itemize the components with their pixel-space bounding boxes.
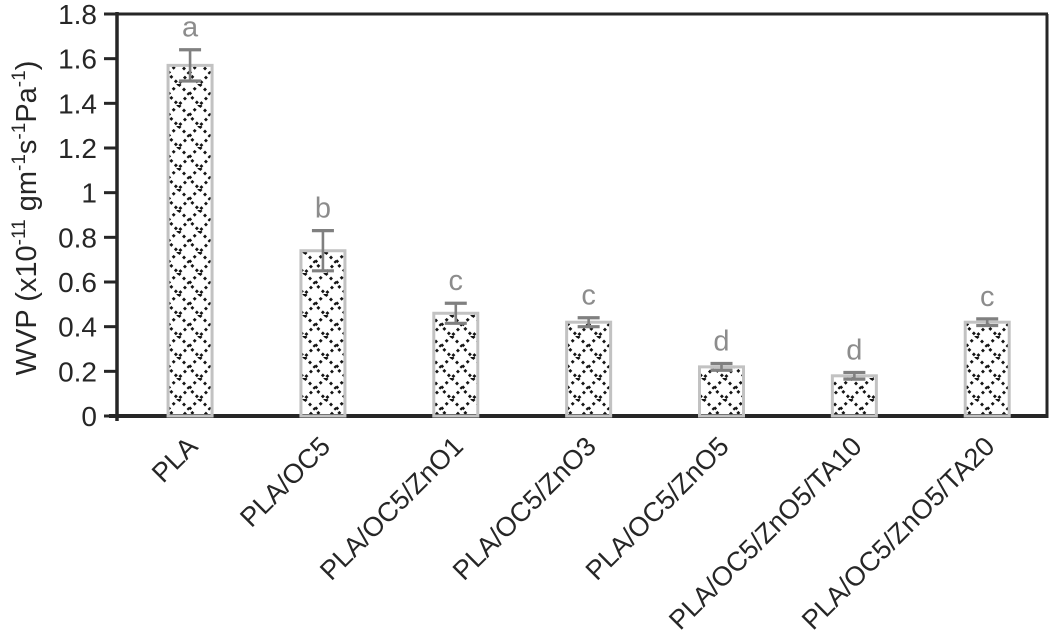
bar [432, 311, 480, 418]
significance-letter: d [713, 326, 729, 358]
x-category-label: PLA/OC5 [234, 431, 336, 533]
y-tick-label: 0.2 [58, 356, 97, 387]
x-category-label: PLA [146, 431, 203, 488]
x-category-label: PLA/OC5/ZnO1 [314, 431, 469, 586]
bar [698, 365, 745, 418]
bar [299, 249, 347, 418]
bar [166, 63, 214, 418]
bar [565, 320, 613, 418]
significance-letter: d [846, 334, 862, 366]
y-axis-title: WVP (x10-11 gm-1s-1Pa-1) [9, 61, 43, 376]
y-tick-label: 1.6 [58, 44, 97, 75]
significance-letter: b [315, 193, 331, 225]
significance-letter: c [449, 265, 464, 297]
y-tick-label: 1.4 [58, 88, 97, 119]
x-category-label: PLA/OC5/ZnO3 [447, 431, 602, 586]
y-tick-label: 0.8 [58, 222, 97, 253]
significance-letter: c [581, 280, 596, 312]
y-tick-label: 1.8 [58, 0, 97, 30]
bar [830, 374, 878, 418]
y-tick-label: 1 [81, 178, 97, 209]
bar [963, 320, 1011, 418]
y-tick-label: 1.2 [58, 133, 97, 164]
significance-letter: a [182, 12, 199, 44]
y-tick-label: 0 [81, 401, 97, 432]
x-category-label: PLA/OC5/ZnO5 [580, 431, 735, 586]
significance-letter: c [980, 281, 995, 313]
y-tick-label: 0.4 [58, 312, 97, 343]
y-tick-label: 0.6 [58, 267, 97, 298]
